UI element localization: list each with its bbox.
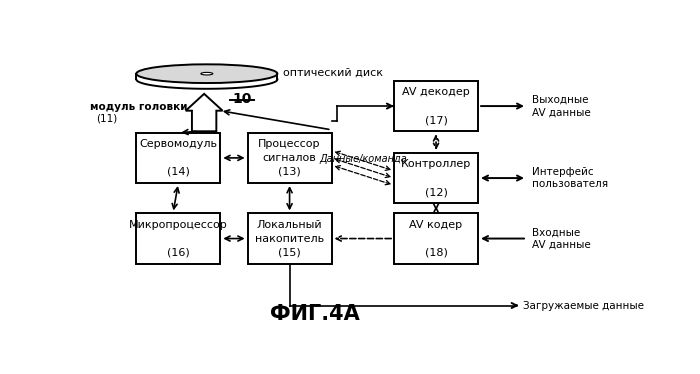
Text: (11): (11) — [96, 113, 117, 123]
Text: Выходные
AV данные: Выходные AV данные — [533, 95, 591, 117]
Text: Локальный
накопитель
(15): Локальный накопитель (15) — [255, 220, 324, 258]
Text: Загружаемые данные: Загружаемые данные — [523, 300, 643, 310]
Text: 10: 10 — [232, 92, 252, 106]
FancyBboxPatch shape — [136, 213, 220, 264]
Text: модуль головки: модуль головки — [90, 102, 188, 112]
FancyBboxPatch shape — [394, 213, 478, 264]
FancyBboxPatch shape — [394, 81, 478, 131]
Text: Данные/команда: Данные/команда — [319, 154, 407, 164]
FancyBboxPatch shape — [248, 133, 332, 183]
Text: Интерфейс
пользователя: Интерфейс пользователя — [533, 167, 608, 189]
Text: Сервомодуль

(14): Сервомодуль (14) — [139, 139, 218, 177]
Ellipse shape — [136, 64, 277, 83]
Text: оптический диск: оптический диск — [283, 67, 383, 77]
Text: Процессор
сигналов
(13): Процессор сигналов (13) — [258, 139, 321, 177]
FancyBboxPatch shape — [248, 213, 332, 264]
Text: AV декодер

(17): AV декодер (17) — [402, 87, 470, 125]
Text: ФИГ.4А: ФИГ.4А — [270, 304, 360, 324]
Text: Контроллер

(12): Контроллер (12) — [401, 159, 471, 197]
Text: AV кодер

(18): AV кодер (18) — [410, 220, 463, 258]
Text: Микропроцессор

(16): Микропроцессор (16) — [129, 220, 228, 258]
Polygon shape — [186, 94, 223, 131]
Ellipse shape — [201, 73, 213, 75]
FancyBboxPatch shape — [394, 153, 478, 203]
FancyBboxPatch shape — [136, 133, 220, 183]
Text: Входные
AV данные: Входные AV данные — [533, 227, 591, 250]
